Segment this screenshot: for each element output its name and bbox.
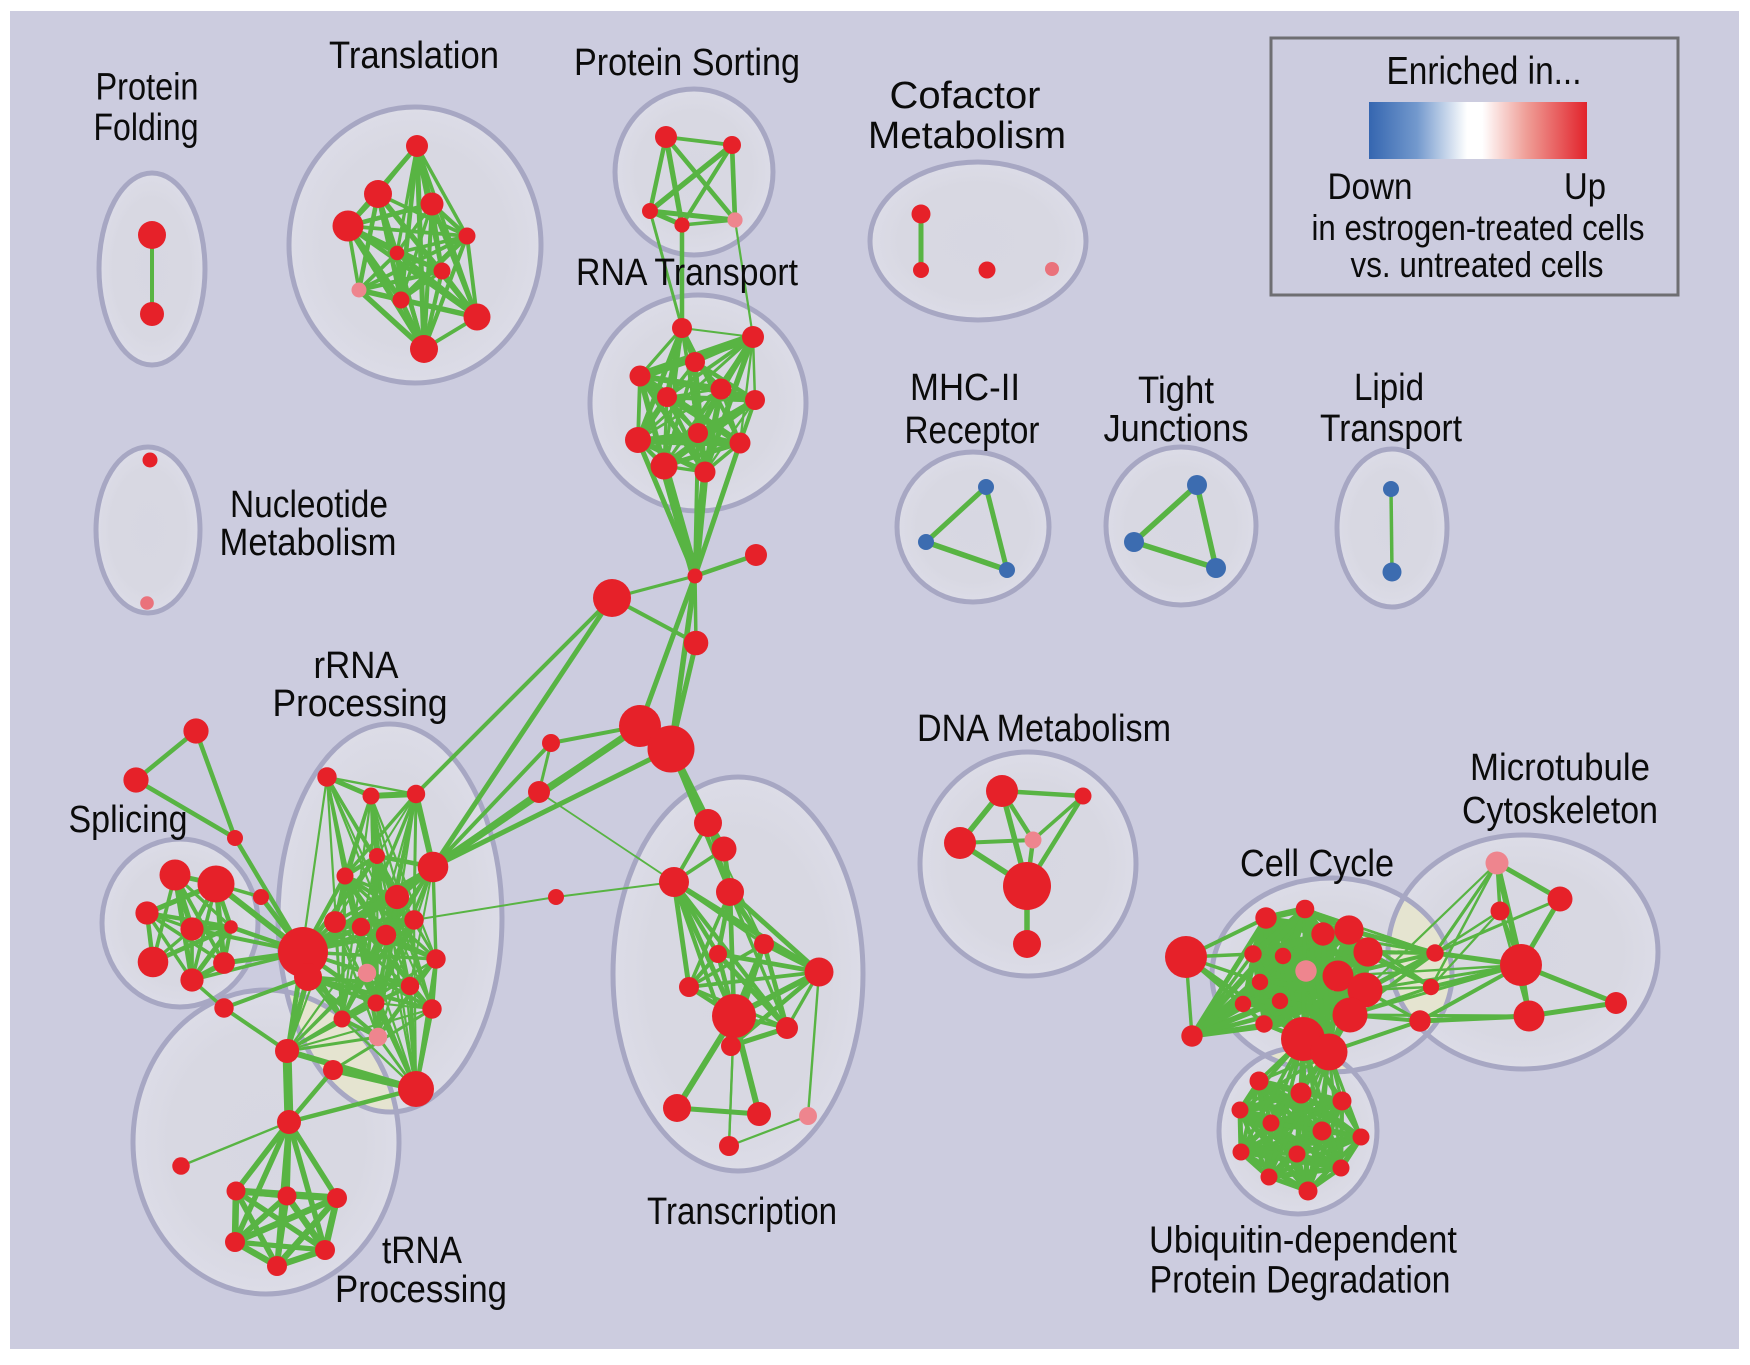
svg-text:Tight: Tight xyxy=(1138,370,1214,412)
svg-text:rRNA: rRNA xyxy=(314,645,400,687)
svg-text:Cofactor: Cofactor xyxy=(890,75,1041,117)
svg-text:Protein: Protein xyxy=(96,67,199,109)
svg-text:Cell Cycle: Cell Cycle xyxy=(1240,843,1394,885)
svg-text:Processing: Processing xyxy=(273,683,448,725)
svg-text:MHC-II: MHC-II xyxy=(910,367,1020,409)
svg-text:Microtubule: Microtubule xyxy=(1470,747,1650,789)
svg-text:Receptor: Receptor xyxy=(905,410,1040,452)
svg-text:Cytoskeleton: Cytoskeleton xyxy=(1462,790,1658,832)
svg-text:Down: Down xyxy=(1328,166,1413,207)
svg-text:Transcription: Transcription xyxy=(647,1191,837,1233)
svg-text:RNA Transport: RNA Transport xyxy=(576,252,798,294)
svg-text:Protein Sorting: Protein Sorting xyxy=(574,42,800,84)
svg-text:Nucleotide: Nucleotide xyxy=(230,484,388,526)
svg-text:Protein Degradation: Protein Degradation xyxy=(1150,1260,1451,1302)
svg-text:vs. untreated cells: vs. untreated cells xyxy=(1351,244,1604,285)
svg-text:in estrogen-treated cells: in estrogen-treated cells xyxy=(1312,207,1645,248)
svg-text:Splicing: Splicing xyxy=(69,799,188,841)
svg-text:Lipid: Lipid xyxy=(1354,367,1424,409)
svg-text:Metabolism: Metabolism xyxy=(868,115,1066,157)
svg-text:Transport: Transport xyxy=(1320,408,1462,450)
svg-text:Processing: Processing xyxy=(335,1269,507,1311)
svg-text:Metabolism: Metabolism xyxy=(220,522,397,564)
svg-text:Folding: Folding xyxy=(94,107,199,149)
svg-text:Enriched in...: Enriched in... xyxy=(1387,50,1582,93)
svg-text:DNA Metabolism: DNA Metabolism xyxy=(917,708,1171,750)
svg-text:Translation: Translation xyxy=(329,35,499,77)
svg-text:Up: Up xyxy=(1564,166,1606,207)
svg-text:Junctions: Junctions xyxy=(1104,408,1249,450)
svg-text:Ubiquitin-dependent: Ubiquitin-dependent xyxy=(1149,1220,1457,1262)
svg-text:tRNA: tRNA xyxy=(382,1230,463,1272)
